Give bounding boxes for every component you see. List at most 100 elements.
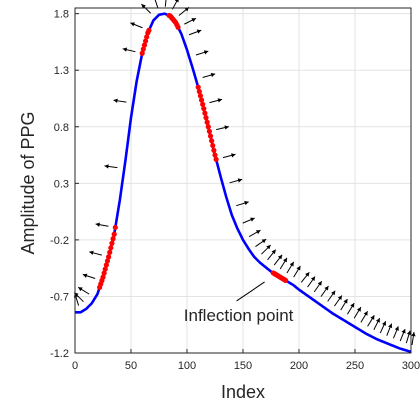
highlight-point (108, 245, 114, 251)
highlight-point (210, 142, 216, 149)
highlight-point (205, 124, 211, 130)
normal-arrow-head (250, 217, 255, 222)
normal-arrow-shaft (164, 0, 167, 7)
normal-arrow-head (283, 257, 287, 263)
x-axis-title: Index (221, 382, 265, 402)
normal-arrow-head (305, 272, 310, 277)
normal-arrow-head (95, 222, 100, 227)
normal-arrow-head (350, 303, 355, 308)
normal-arrow-head (174, 0, 179, 3)
normal-arrow-head (141, 4, 146, 9)
normal-arrow-head (130, 22, 135, 27)
highlight-point (211, 147, 217, 153)
y-tick-label: 0.8 (54, 122, 69, 134)
normal-arrow-head (82, 273, 88, 278)
normal-arrow-head (261, 239, 267, 244)
normal-arrow-head (363, 311, 368, 316)
normal-arrow-head (406, 330, 412, 336)
highlight-point (201, 106, 207, 112)
ppg-curve (74, 12, 412, 354)
normal-arrow-head (388, 323, 393, 329)
annotation-leader (236, 281, 265, 302)
highlight-point (196, 88, 202, 95)
x-tick-label: 300 (402, 360, 420, 372)
annotation-layer: Inflection point (184, 281, 294, 325)
normal-arrow-head (331, 290, 336, 296)
normal-arrow-head (104, 164, 109, 169)
normal-arrow-shaft (154, 0, 159, 9)
highlight-point (112, 224, 118, 231)
normal-arrow-shaft (171, 0, 178, 10)
y-axis-title: Amplitude of PPG (18, 111, 38, 254)
normal-arrow-head (411, 332, 416, 337)
highlight-point (198, 97, 205, 103)
normal-arrow-head (266, 245, 271, 250)
normal-arrow-head (289, 261, 294, 267)
highlight-point (104, 258, 111, 264)
normal-arrow-head (203, 50, 209, 55)
normal-arrow-head (337, 295, 342, 301)
normal-arrow-head (89, 250, 94, 255)
normal-arrow-head (343, 299, 348, 304)
x-tick-label: 100 (178, 360, 196, 372)
highlight-point (175, 24, 181, 30)
normal-arrow-head (310, 276, 316, 282)
series-layer (73, 0, 416, 354)
highlight-point (109, 240, 115, 246)
highlight-point (101, 270, 107, 276)
normal-arrow-head (237, 178, 243, 183)
normal-arrow-head (356, 307, 361, 312)
normal-arrow-head (255, 230, 261, 235)
y-tick-label: -0.7 (50, 291, 69, 303)
normal-arrow-head (210, 72, 216, 78)
x-tick-label: 50 (125, 360, 137, 372)
normal-arrow-head (375, 318, 380, 323)
highlight-point (103, 262, 109, 268)
normal-arrow-head (401, 329, 406, 334)
normal-arrow-head (196, 29, 202, 34)
normal-arrow-head (224, 125, 229, 130)
tick-labels: 0 50 100 150 200 250 300 -1.2 -0.7 -0.2 0.3 0.8 1.3 1… (50, 9, 420, 372)
normal-arrow-head (78, 287, 83, 292)
normal-arrow-head (244, 200, 249, 206)
highlight-point (141, 42, 148, 48)
highlight-point (212, 152, 218, 158)
annotation-label: Inflection point (184, 306, 294, 325)
normal-arrow-head (113, 98, 118, 103)
y-tick-label: 1.8 (54, 9, 69, 21)
highlight-point (195, 84, 201, 90)
highlight-point (139, 50, 145, 56)
y-tick-label: 0.3 (54, 178, 69, 190)
normal-arrow-head (122, 47, 128, 52)
normal-arrow-head (271, 249, 276, 255)
highlight-point (203, 115, 209, 121)
highlight-point (146, 27, 152, 33)
normal-arrow-head (394, 326, 399, 331)
y-tick-label: 1.3 (54, 65, 69, 77)
highlight-point (202, 110, 208, 116)
normal-arrow-head (324, 285, 329, 291)
x-tick-label: 250 (346, 360, 364, 372)
highlight-point (111, 231, 117, 237)
x-tick-label: 200 (290, 360, 308, 372)
highlight-point (142, 38, 149, 44)
normal-arrow-head (382, 321, 387, 326)
highlight-point (107, 249, 113, 255)
highlight-point (200, 101, 206, 107)
y-tick-label: -0.2 (50, 235, 69, 247)
highlight-point (209, 138, 215, 144)
highlight-point (213, 156, 219, 162)
normal-arrow-head (277, 254, 283, 260)
normal-arrow-head (231, 153, 236, 158)
highlight-point (206, 128, 212, 134)
normal-arrow-head (317, 281, 322, 286)
highlight-point (100, 274, 106, 280)
axes-layer (74, 7, 412, 354)
normal-arrow-head (217, 98, 223, 103)
highlight-point (197, 93, 204, 99)
normal-arrow-head (296, 265, 301, 271)
highlight-point (204, 119, 210, 125)
highlight-point (110, 236, 116, 242)
highlight-point (207, 133, 214, 139)
